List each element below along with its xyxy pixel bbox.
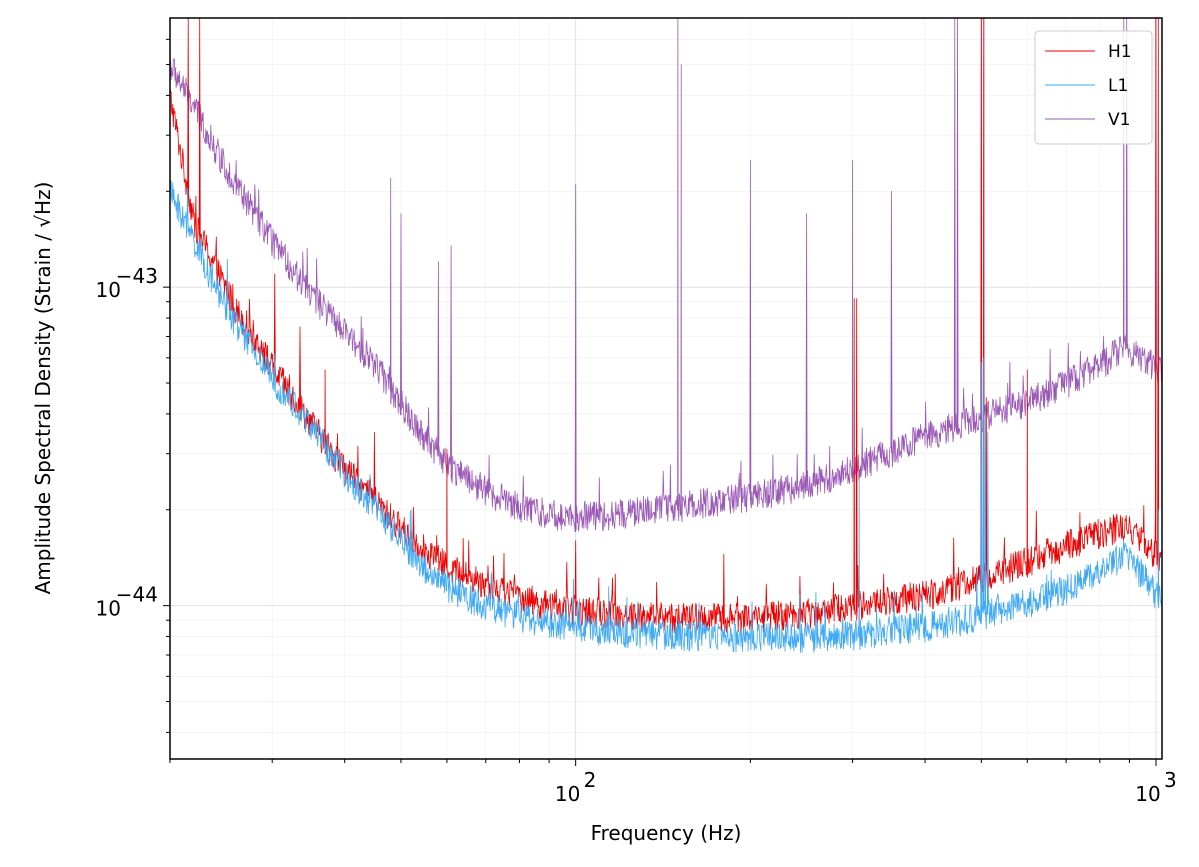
plot-frame xyxy=(169,17,1163,760)
legend-box xyxy=(1034,30,1153,145)
legend-label-h1: H1 xyxy=(1108,42,1132,62)
series-layer xyxy=(170,18,1162,653)
y-tick-label: 10 xyxy=(96,597,121,621)
legend-label-v1: V1 xyxy=(1108,110,1130,130)
legend-label-l1: L1 xyxy=(1108,76,1128,96)
series-line-v1 xyxy=(170,18,1162,532)
x-tick-exponent: 3 xyxy=(1164,768,1177,792)
y-tick-exponent: −44 xyxy=(116,583,158,607)
x-axis-label: Frequency (Hz) xyxy=(591,821,742,845)
y-tick-label: 10 xyxy=(96,278,121,302)
y-tick-exponent: −43 xyxy=(116,264,158,288)
legend: H1 L1 V1 xyxy=(1034,30,1153,145)
x-tick-label: 10 xyxy=(1135,782,1160,806)
axis-ticks xyxy=(163,38,1157,766)
x-tick-label: 10 xyxy=(555,782,580,806)
series-line-h1 xyxy=(170,18,1162,634)
series-line-l1 xyxy=(170,180,1162,653)
x-tick-exponent: 2 xyxy=(584,768,597,792)
y-axis-label: Amplitude Spectral Density (Strain / √Hz… xyxy=(31,182,55,595)
